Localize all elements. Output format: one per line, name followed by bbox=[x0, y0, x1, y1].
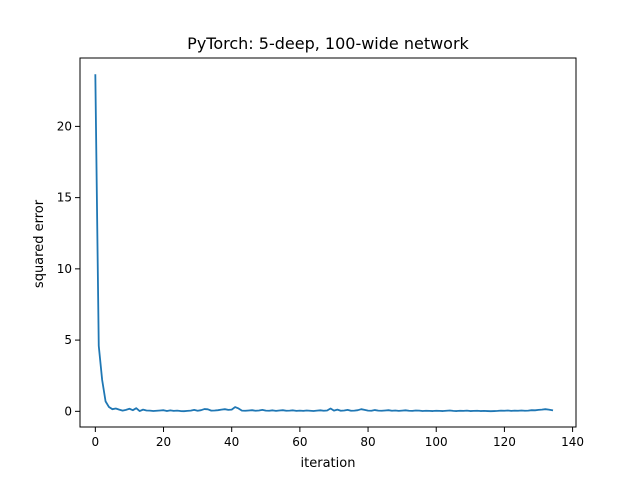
y-tick-label: 20 bbox=[57, 119, 72, 133]
x-tick-label: 40 bbox=[224, 435, 239, 449]
x-tick-label: 0 bbox=[92, 435, 100, 449]
x-tick-label: 120 bbox=[493, 435, 516, 449]
chart-title: PyTorch: 5-deep, 100-wide network bbox=[187, 34, 469, 53]
x-tick-label: 60 bbox=[292, 435, 307, 449]
x-tick-label: 100 bbox=[425, 435, 448, 449]
y-tick-label: 10 bbox=[57, 262, 72, 276]
axes-frame bbox=[79, 57, 577, 428]
x-tick-label: 140 bbox=[561, 435, 584, 449]
y-tick-label: 5 bbox=[64, 333, 72, 347]
x-tick-label: 80 bbox=[360, 435, 375, 449]
y-tick-label: 15 bbox=[57, 191, 72, 205]
y-axis-label: squared error bbox=[32, 199, 47, 288]
plot-area bbox=[94, 74, 554, 413]
series-line bbox=[94, 74, 554, 413]
x-axis-label: iteration bbox=[301, 456, 356, 471]
axis-ticks: 0 20 40 60 80 100 120 140 0 5 10 15 20 bbox=[57, 119, 584, 449]
y-tick-label: 0 bbox=[64, 404, 72, 418]
x-tick-label: 20 bbox=[156, 435, 171, 449]
